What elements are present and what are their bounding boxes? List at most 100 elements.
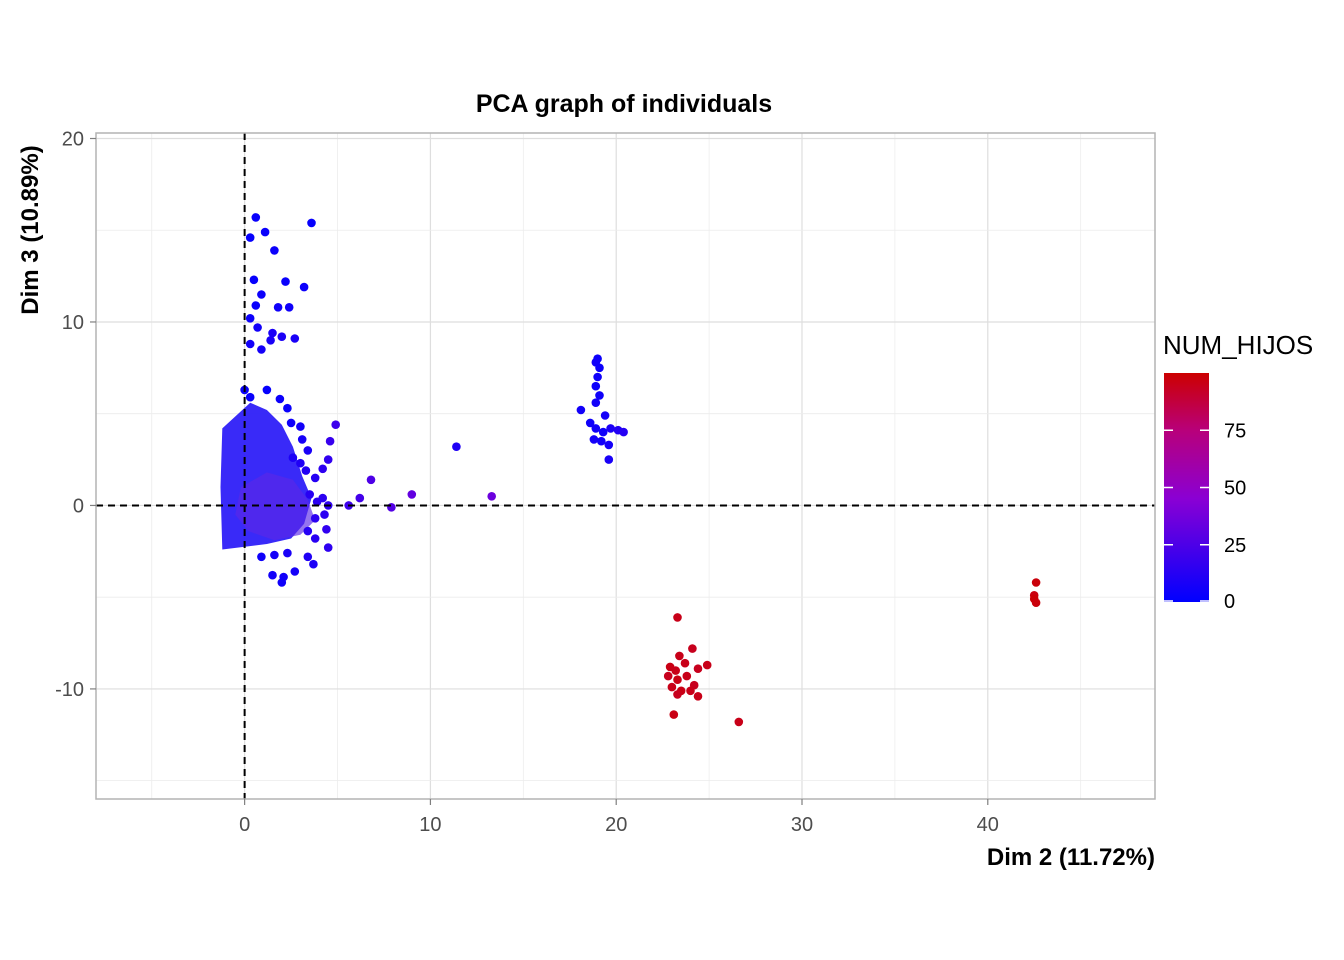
data-point (619, 427, 628, 437)
data-point (595, 363, 604, 373)
x-axis-tick-label: 30 (791, 814, 813, 836)
data-point (296, 422, 305, 431)
y-axis-tick-label: 10 (62, 312, 84, 334)
legend: NUM_HIJOS 0 25 50 75 (1163, 330, 1313, 613)
data-point (322, 525, 331, 534)
legend-tick-label: 75 (1224, 420, 1246, 442)
y-axis-tick-label: -10 (55, 679, 84, 701)
data-point (387, 503, 396, 512)
data-point (299, 282, 309, 292)
data-point (688, 644, 697, 653)
data-point (487, 492, 497, 501)
data-point (268, 570, 277, 580)
y-axis-tick-label: 20 (62, 129, 84, 151)
data-point (309, 559, 318, 569)
x-axis-tick-label: 0 (239, 814, 250, 836)
cluster-blob-layer (220, 402, 316, 550)
x-axis-title: Dim 2 (11.72%) (987, 844, 1155, 871)
data-point (281, 277, 290, 286)
data-point (604, 455, 614, 464)
data-point (366, 475, 376, 485)
data-point (585, 418, 595, 428)
data-point (673, 675, 682, 684)
data-point (257, 290, 266, 299)
axis-layer: 0 10 20 30 40 -10 0 10 20 (55, 129, 999, 836)
data-point (288, 453, 298, 463)
data-point (262, 385, 272, 395)
data-point (283, 548, 292, 558)
data-point (593, 372, 602, 382)
data-point (290, 567, 300, 576)
data-point (245, 392, 255, 402)
data-point (277, 578, 287, 587)
data-point (331, 420, 341, 430)
data-point (734, 717, 744, 727)
data-point (275, 394, 285, 404)
plot-panel-border (95, 132, 1156, 800)
data-point (407, 490, 417, 499)
data-point (323, 543, 333, 552)
data-point (318, 464, 328, 474)
data-point (283, 403, 292, 413)
data-point (310, 514, 320, 523)
legend-ticks: 0 25 50 75 (1164, 420, 1246, 613)
data-point (303, 446, 313, 455)
data-point (297, 435, 307, 444)
data-point (663, 671, 673, 681)
chart-title: PCA graph of individuals (476, 90, 772, 118)
data-point (667, 682, 677, 692)
x-axis-tick-label: 20 (605, 814, 627, 836)
data-point (576, 405, 586, 415)
x-axis-tick-label: 40 (977, 814, 999, 836)
y-axis-title: Dim 3 (10.89%) (17, 145, 44, 314)
dense-cluster-core-region (235, 472, 316, 541)
data-point (682, 671, 692, 681)
data-point (270, 550, 279, 560)
legend-title: NUM_HIJOS (1163, 330, 1313, 360)
data-point (693, 692, 703, 701)
data-point (301, 466, 311, 475)
data-point (606, 424, 615, 433)
data-point (452, 442, 461, 452)
data-point (591, 424, 601, 433)
data-point (1031, 578, 1041, 587)
data-point (290, 334, 300, 343)
data-point (669, 710, 679, 719)
data-point (355, 493, 365, 503)
data-point (702, 660, 712, 670)
data-point (257, 345, 266, 354)
data-points-layer (240, 213, 1041, 727)
data-point (268, 328, 277, 338)
data-point (600, 411, 610, 420)
data-point (277, 332, 287, 342)
data-point (303, 526, 313, 536)
data-point (305, 490, 315, 499)
data-point (1031, 598, 1041, 607)
data-point (245, 233, 255, 242)
data-point (323, 455, 333, 464)
y-axis-tick-label: 0 (73, 495, 84, 517)
data-point (245, 314, 255, 323)
data-point (251, 301, 261, 310)
legend-tick-label: 0 (1224, 591, 1235, 613)
data-point (303, 552, 313, 562)
data-point (598, 427, 608, 437)
data-point (249, 275, 259, 285)
data-point (310, 534, 320, 543)
data-point (320, 510, 329, 519)
legend-tick-label: 50 (1224, 478, 1246, 500)
legend-tick-label: 25 (1224, 535, 1246, 557)
data-point (671, 666, 680, 675)
data-point (680, 658, 690, 668)
grid-layer (96, 133, 1155, 799)
data-point (591, 398, 601, 408)
data-point (686, 686, 695, 696)
data-point (604, 440, 614, 450)
reference-lines-layer (96, 133, 1155, 799)
data-point (595, 391, 604, 400)
data-point (307, 218, 316, 228)
data-point (257, 552, 266, 562)
data-point (245, 339, 255, 349)
